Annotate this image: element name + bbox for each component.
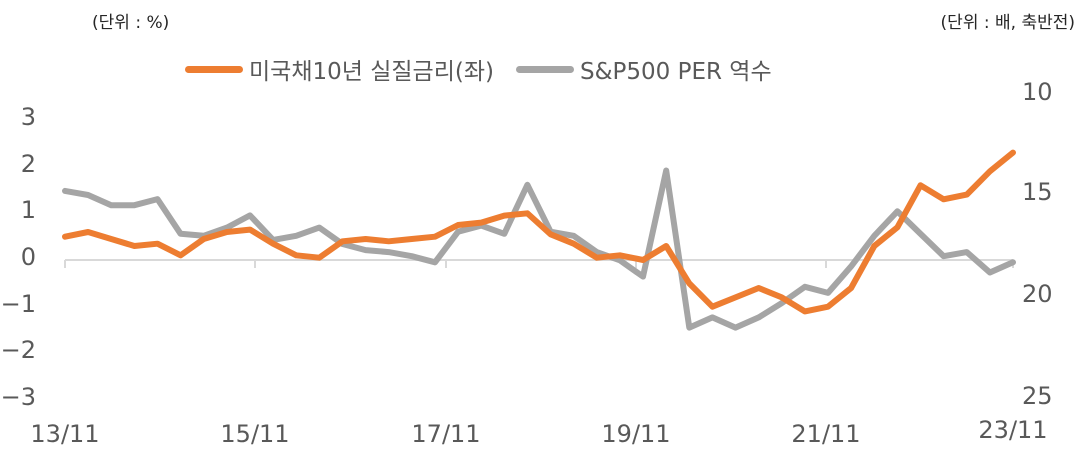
y-left-tick: −1 bbox=[0, 290, 36, 318]
y-left-tick: 0 bbox=[20, 243, 36, 271]
x-tick: 19/11 bbox=[601, 420, 671, 448]
y-left-tick: 1 bbox=[20, 196, 36, 224]
legend-item-real-rate: 미국채10년 실질금리(좌) bbox=[185, 52, 494, 86]
y-left-tick: −3 bbox=[0, 383, 36, 411]
legend-swatch-gray bbox=[515, 65, 574, 73]
x-tick: 23/11 bbox=[978, 416, 1048, 444]
chart-legend: 미국채10년 실질금리(좌) S&P500 PER 역수 bbox=[185, 52, 794, 86]
series-lines bbox=[62, 149, 1016, 331]
y-left-tick: −2 bbox=[0, 336, 36, 364]
legend-item-per-inverse: S&P500 PER 역수 bbox=[515, 52, 772, 86]
x-tick: 13/11 bbox=[30, 420, 100, 448]
x-tick: 17/11 bbox=[411, 420, 481, 448]
legend-label-real-rate: 미국채10년 실질금리(좌) bbox=[249, 59, 494, 85]
y-right-tick: 20 bbox=[1022, 280, 1053, 308]
left-axis-unit-label: (단위 : %) bbox=[92, 13, 170, 33]
per-inverse-line bbox=[62, 167, 1016, 331]
x-tick: 21/11 bbox=[791, 420, 861, 448]
y-right-tick: 25 bbox=[1022, 382, 1053, 410]
x-axis-line bbox=[64, 259, 1014, 268]
real-rate-line bbox=[62, 149, 1016, 315]
y-right-tick: 10 bbox=[1022, 78, 1053, 106]
legend-label-per-inverse: S&P500 PER 역수 bbox=[579, 59, 772, 85]
right-axis-unit-label: (단위 : 배, 축반전) bbox=[940, 13, 1075, 33]
y-right-tick: 15 bbox=[1022, 178, 1053, 206]
legend-swatch-orange bbox=[185, 65, 243, 73]
y-left-tick: 3 bbox=[20, 103, 36, 131]
y-left-tick: 2 bbox=[20, 150, 36, 178]
x-tick: 15/11 bbox=[220, 420, 290, 448]
